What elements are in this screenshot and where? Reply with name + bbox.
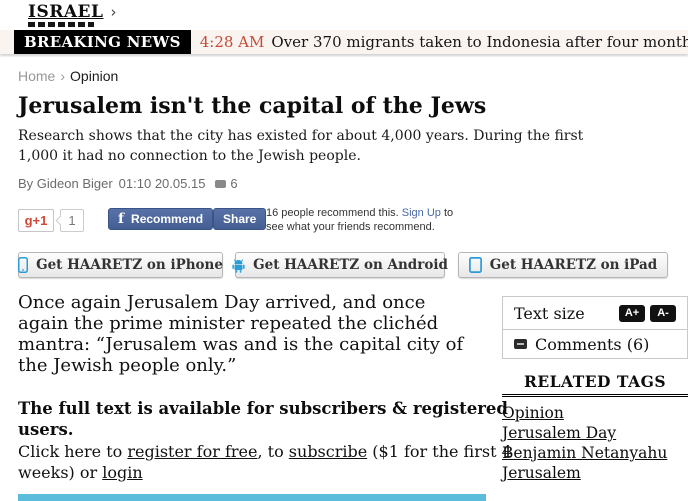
text-size-increase-button[interactable]: A+ <box>619 304 645 322</box>
article-byline: By Gideon Biger 01:10 20.05.15 6 <box>18 176 238 191</box>
facebook-signup-link[interactable]: Sign Up <box>401 207 441 219</box>
breadcrumb-home-link[interactable]: Home <box>18 68 56 84</box>
tag-link-jerusalem[interactable]: Jerusalem <box>502 464 581 482</box>
byline-comments-count[interactable]: 6 <box>230 176 238 191</box>
article-subtitle-line: 1,000 it had no connection to the Jewish… <box>18 148 361 164</box>
iphone-icon <box>18 257 29 273</box>
cta-text: weeks) or <box>18 463 103 482</box>
app-button-label: Get HAARETZ on iPad <box>489 257 658 273</box>
cta-text: Click here to <box>18 442 128 461</box>
facebook-share-button[interactable]: Share <box>213 208 267 230</box>
android-icon <box>232 258 245 273</box>
byline-datetime: 01:10 20.05.15 <box>118 176 206 191</box>
facebook-share-label: Share <box>223 212 257 226</box>
facebook-social-blurb: 16 people recommend this. Sign Up to see… <box>266 206 462 234</box>
get-haaretz-android-button[interactable]: Get HAARETZ on Android <box>232 252 448 278</box>
facebook-recommend-button[interactable]: f Recommend <box>108 208 214 230</box>
article-title: Jerusalem isn't the capital of the Jews <box>18 93 487 119</box>
comments-row[interactable]: Comments (6) <box>503 330 687 358</box>
facebook-recommend-label: Recommend <box>131 212 204 226</box>
paywall-cta-line: weeks) or login <box>18 462 512 483</box>
paywall-notice-line: users. <box>18 420 74 439</box>
breaking-news-headline[interactable]: Over 370 migrants taken to Indonesia aft… <box>271 33 688 51</box>
paywall-cta-line: Click here to register for free, to subs… <box>18 441 512 462</box>
text-size-decrease-button[interactable]: A- <box>650 304 676 322</box>
blurb-text: 16 people recommend this. <box>266 207 402 219</box>
tag-link-benjamin-netanyahu[interactable]: Benjamin Netanyahu <box>502 444 668 462</box>
sidebar-tools-box: Text size A+ A- Comments (6) <box>502 296 688 359</box>
related-tags-list: Opinion Jerusalem Day Benjamin Netanyahu… <box>502 403 688 483</box>
login-link[interactable]: login <box>102 463 143 482</box>
get-haaretz-ipad-button[interactable]: Get HAARETZ on iPad <box>458 252 668 278</box>
article-subtitle-line: Research shows that the city has existed… <box>18 128 584 144</box>
comment-bubble-icon <box>215 179 227 188</box>
breadcrumb-opinion-link[interactable]: Opinion <box>70 68 119 84</box>
related-tags-title: RELATED TAGS <box>502 372 688 397</box>
comments-link[interactable]: Comments (6) <box>535 334 650 354</box>
cta-text: ($1 for the first 4 <box>367 442 512 461</box>
body-line: Once again Jerusalem Day arrived, and on… <box>18 292 426 313</box>
body-line: mantra: “Jerusalem was and is the capita… <box>18 334 464 355</box>
text-size-label: Text size <box>514 303 585 323</box>
section-link-israel[interactable]: ISRAEL <box>28 2 104 22</box>
breaking-news-time: 4:28 AM <box>199 33 265 51</box>
chevron-right-icon: › <box>110 3 117 21</box>
get-haaretz-iphone-button[interactable]: Get HAARETZ on iPhone <box>18 252 223 278</box>
article-body: Once again Jerusalem Day arrived, and on… <box>18 292 492 376</box>
breaking-news-bar: BREAKING NEWS 4:28 AM Over 370 migrants … <box>0 30 688 54</box>
paywall-cta: Click here to register for free, to subs… <box>18 441 512 483</box>
google-plus-one-button[interactable]: g+1 <box>18 209 54 232</box>
comments-bubble-icon <box>514 339 527 349</box>
breadcrumb-separator: › <box>60 68 66 84</box>
related-tags-section: RELATED TAGS Opinion Jerusalem Day Benja… <box>502 372 688 483</box>
section-nav: ISRAEL › <box>28 2 116 22</box>
paywall-notice: The full text is available for subscribe… <box>18 398 508 440</box>
tag-link-jerusalem-day[interactable]: Jerusalem Day <box>502 424 617 442</box>
subscribe-link[interactable]: subscribe <box>288 442 368 461</box>
tag-link-opinion[interactable]: Opinion <box>502 404 564 422</box>
blurb-text: to see what your friends recommend. <box>266 207 454 233</box>
body-line: again the prime minister repeated the cl… <box>18 313 439 334</box>
breaking-news-label: BREAKING NEWS <box>14 30 191 54</box>
ipad-icon <box>468 257 482 273</box>
byline-author: By Gideon Biger <box>18 176 113 191</box>
google-plus-count: 1 <box>60 209 84 232</box>
app-button-label: Get HAARETZ on iPhone <box>36 257 223 273</box>
app-download-row: Get HAARETZ on iPhone Get HAARETZ on And… <box>18 252 668 278</box>
register-free-link[interactable]: register for free <box>127 442 258 461</box>
clipped-text-fragment <box>28 22 94 27</box>
breadcrumb: Home › Opinion <box>18 68 118 84</box>
article-subtitle: Research shows that the city has existed… <box>18 126 583 166</box>
section-divider-bar <box>18 494 486 501</box>
facebook-icon: f <box>118 211 125 227</box>
app-button-label: Get HAARETZ on Android <box>253 257 448 273</box>
cta-text: , to <box>257 442 289 461</box>
paywall-notice-line: The full text is available for subscribe… <box>18 399 508 418</box>
body-line: the Jewish people only.” <box>18 355 237 376</box>
text-size-row: Text size A+ A- <box>503 297 687 330</box>
